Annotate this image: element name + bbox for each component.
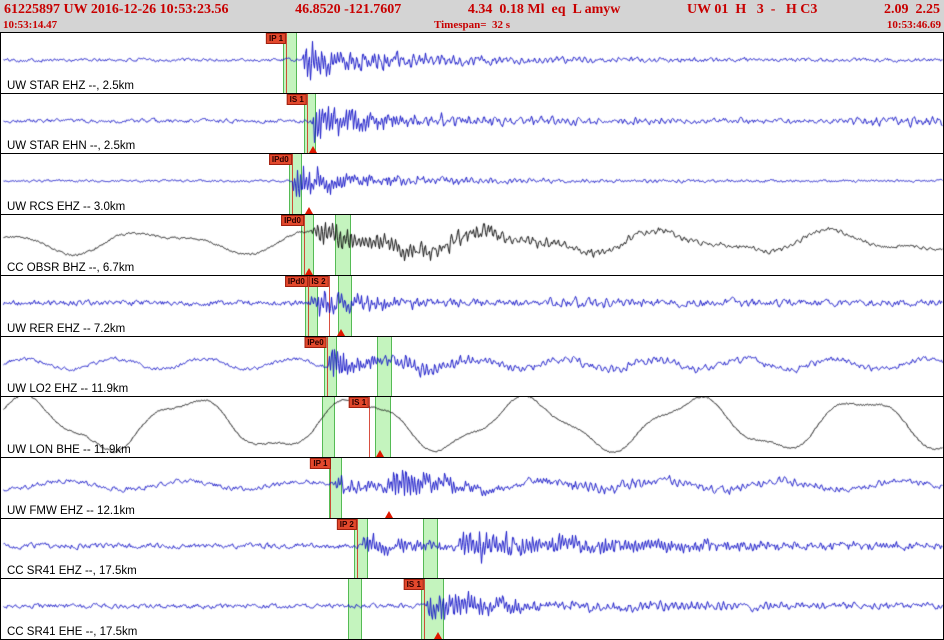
trace-station-label: UW STAR EHN --, 2.5km <box>7 140 136 153</box>
phase-pick-flag[interactable]: IS 1 <box>348 397 370 409</box>
predicted-arrival-marker <box>434 632 443 640</box>
trace-station-label: UW LON BHE -- 11.9km <box>7 443 131 456</box>
trace-station-label: UW FMW EHZ -- 12.1km <box>7 504 135 517</box>
event-status-flags: UW 01 H 3 - H C3 <box>686 2 818 17</box>
trace-row-uw-rer-ehz[interactable]: IPd0 IS 2 UW RER EHZ -- 7.2km <box>1 275 943 337</box>
seismogram-canvas[interactable] <box>1 154 943 215</box>
trace-row-uw-fmw-ehz[interactable]: IP 1 UW FMW EHZ -- 12.1km <box>1 457 943 519</box>
time-bar: 10:53:14.47 Timespan= 32 s 10:53:46.69 <box>0 19 944 32</box>
trace-row-cc-sr41-ehz[interactable]: IP 2 CC SR41 EHZ --, 17.5km <box>1 518 943 580</box>
predicted-arrival-marker <box>384 510 393 518</box>
seismogram-canvas[interactable] <box>1 215 943 275</box>
trace-row-cc-sr41-ehe[interactable]: IS 1 CC SR41 EHE --, 17.5km <box>1 579 943 640</box>
trace-row-uw-lon-bhe[interactable]: IS 1 UW LON BHE -- 11.9km <box>1 397 943 458</box>
event-rms-values: 2.09 2.25 <box>884 2 940 17</box>
phase-pick-flag[interactable]: IP 2 <box>336 518 357 530</box>
trace-station-label: UW STAR EHZ --, 2.5km <box>7 79 134 92</box>
seismogram-canvas[interactable] <box>1 336 943 397</box>
trace-station-label: CC SR41 EHE --, 17.5km <box>7 626 138 639</box>
event-coordinates: 46.8520 -121.7607 <box>295 2 402 17</box>
seismogram-canvas[interactable] <box>1 457 943 518</box>
timespan-label: Timespan= 32 s <box>433 19 511 31</box>
phase-pick-flag[interactable]: IP 1 <box>265 33 287 44</box>
predicted-arrival-marker <box>308 146 317 154</box>
predicted-arrival-marker <box>304 207 313 215</box>
trace-row-uw-star-ehz[interactable]: IP 1 UW STAR EHZ --, 2.5km <box>1 33 943 94</box>
predicted-arrival-marker <box>376 449 385 457</box>
seismogram-canvas[interactable] <box>1 518 943 579</box>
trace-row-uw-lo2-ehz[interactable]: IPe0 UW LO2 EHZ -- 11.9km <box>1 336 943 398</box>
phase-pick-flag[interactable]: IPd0 <box>281 215 305 227</box>
seismogram-canvas[interactable] <box>1 579 943 640</box>
phase-pick-flag[interactable]: IPd0 <box>268 154 292 166</box>
phase-pick-flag[interactable]: IPe0 <box>304 336 327 348</box>
phase-pick-flag[interactable]: IPd0 <box>284 275 308 287</box>
event-id-datetime: 61225897 UW 2016-12-26 10:53:23.56 <box>4 2 229 17</box>
phase-pick-flag[interactable]: IP 1 <box>310 457 331 469</box>
trace-row-uw-rcs-ehz[interactable]: IPd0 UW RCS EHZ -- 3.0km <box>1 154 943 216</box>
event-depth-magnitude: 4.34 0.18 Ml eq L amyw <box>467 2 621 17</box>
phase-pick-flag[interactable]: IS 1 <box>286 93 307 105</box>
predicted-arrival-marker <box>336 328 345 336</box>
seismogram-canvas[interactable] <box>1 397 943 457</box>
trace-row-uw-star-ehn[interactable]: IS 1 UW STAR EHN --, 2.5km <box>1 93 943 155</box>
seismogram-canvas[interactable] <box>1 93 943 154</box>
window-end-time: 10:53:46.69 <box>886 19 941 31</box>
phase-pick-flag[interactable]: IS 2 <box>308 275 329 287</box>
predicted-arrival-marker <box>304 267 313 275</box>
trace-row-cc-obsr-bhz[interactable]: IPd0 CC OBSR BHZ --, 6.7km <box>1 215 943 276</box>
seismogram-canvas[interactable] <box>1 275 943 336</box>
trace-station-label: CC OBSR BHZ --, 6.7km <box>7 261 135 274</box>
trace-station-label: CC SR41 EHZ --, 17.5km <box>7 565 137 578</box>
event-header: 61225897 UW 2016-12-26 10:53:23.56 46.85… <box>0 0 944 19</box>
window-start-time: 10:53:14.47 <box>3 19 58 31</box>
trace-station-label: UW RCS EHZ -- 3.0km <box>7 201 126 214</box>
trace-station-label: UW RER EHZ -- 7.2km <box>7 322 126 335</box>
trace-station-label: UW LO2 EHZ -- 11.9km <box>7 383 129 396</box>
phase-pick-flag[interactable]: IS 1 <box>403 579 424 591</box>
seismogram-canvas[interactable] <box>1 33 943 93</box>
seismogram-trace-panel: IP 1 UW STAR EHZ --, 2.5km IS 1 UW STAR EHN… <box>0 32 944 640</box>
